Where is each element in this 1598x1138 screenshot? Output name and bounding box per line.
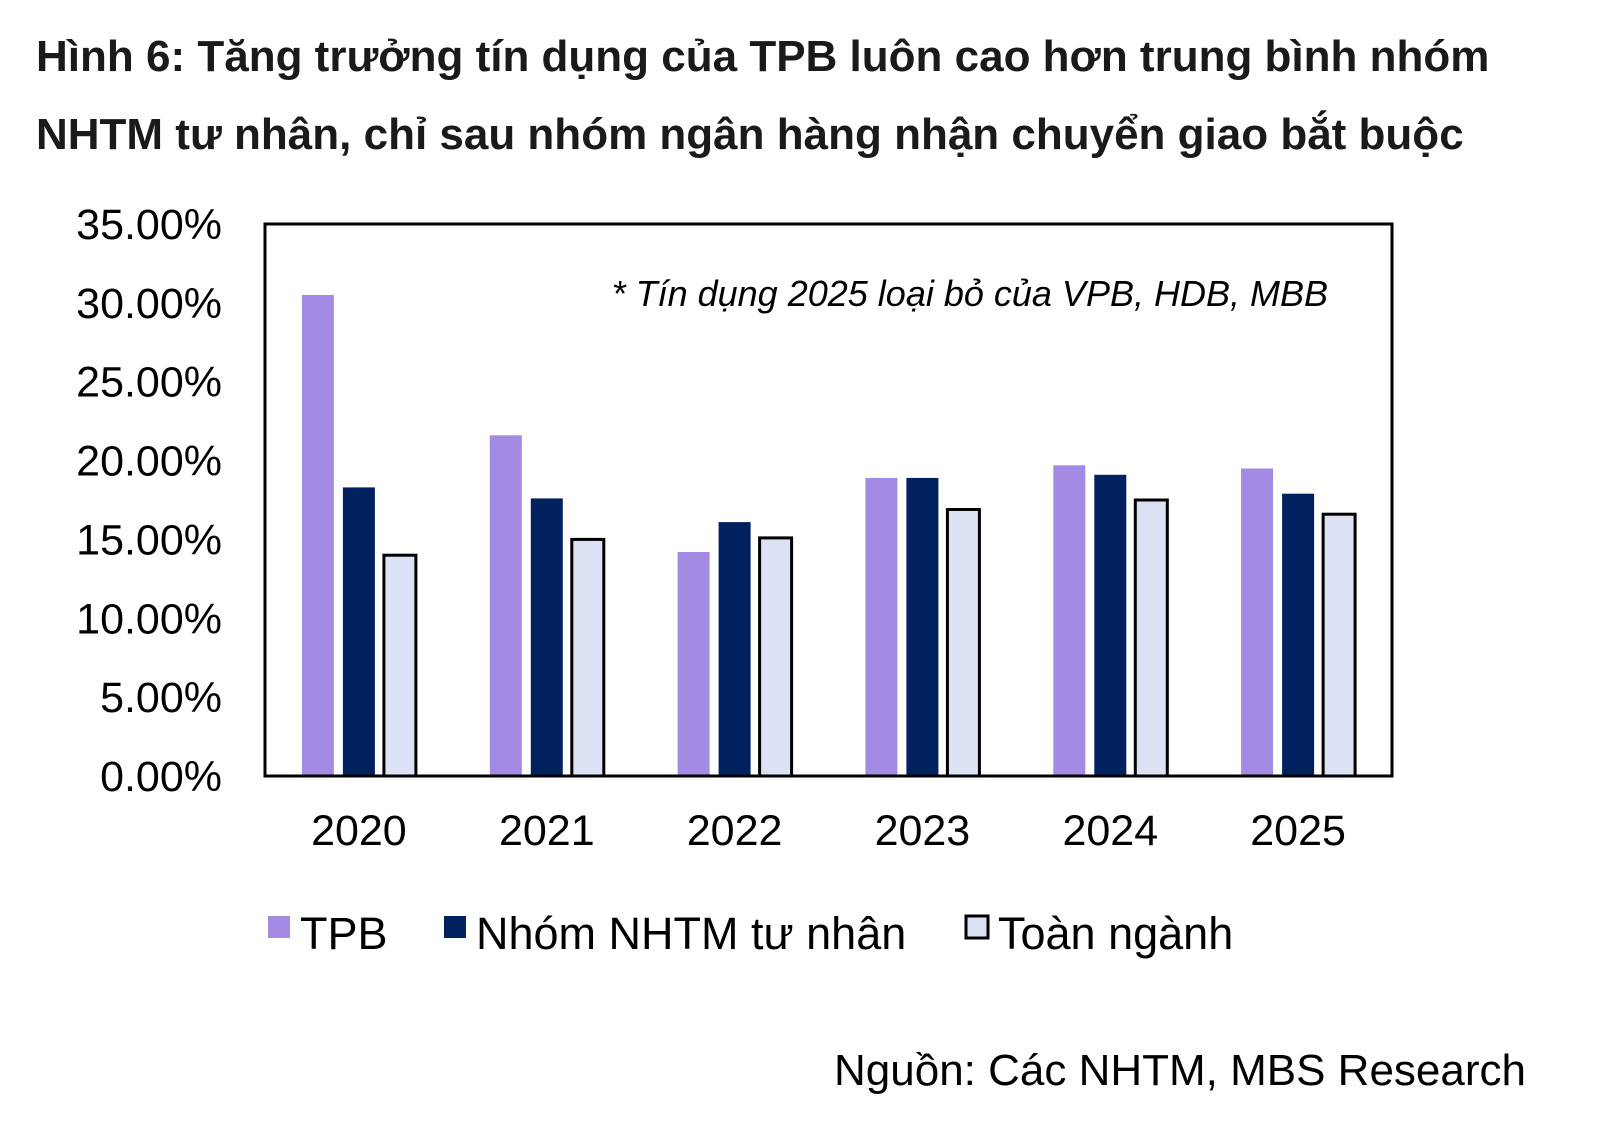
y-tick-label: 25.00% [76,359,222,407]
legend-swatch-nhóm-nhtm-tư-nhân [444,916,466,938]
x-tick-label: 2020 [311,807,407,855]
figure-label: Hình 6: [36,32,186,81]
x-tick-label: 2023 [875,807,971,855]
legend-swatch-tpb [268,916,290,938]
source-note: Nguồn: Các NHTM, MBS Research [834,1046,1526,1095]
legend-label: Toàn ngành [998,908,1233,959]
bar-toàn-ngành-2023 [945,508,981,778]
bar-toàn-ngành-2025 [1321,512,1357,778]
y-axis-ticks: 0.00% 5.00% 10.00% 15.00% 20.00% 25.00% 30.00%… [76,201,222,801]
bar-tpb-2022 [677,552,710,776]
plot-frame [263,222,1394,778]
x-tick-label: 2025 [1250,807,1346,855]
legend-label: Nhóm NHTM tư nhân [476,908,906,959]
y-tick-label: 10.00% [76,595,222,643]
x-tick-label: 2024 [1062,807,1158,855]
bar-tpb-2025 [1241,468,1274,776]
y-tick-label: 30.00% [76,280,222,328]
bar-nhóm-nhtm-tư-nhân-2020 [342,487,375,776]
bar-toàn-ngành-2020 [382,553,418,778]
bar-tpb-2021 [489,435,522,776]
y-tick-label: 15.00% [76,516,222,564]
y-tick-label: 5.00% [100,674,222,722]
y-tick-label: 0.00% [100,753,222,801]
bar-nhóm-nhtm-tư-nhân-2021 [530,498,563,776]
chart-title: Hình 6: Tăng trưởng tín dụng của TPB luô… [36,18,1576,174]
bar-tpb-2023 [865,477,898,776]
bar-nhóm-nhtm-tư-nhân-2024 [1094,474,1127,776]
bar-tpb-2020 [301,295,334,776]
chart-annotation: * Tín dụng 2025 loại bỏ của VPB, HDB, MB… [612,273,1328,314]
x-tick-label: 2021 [499,807,595,855]
bar-nhóm-nhtm-tư-nhân-2023 [906,477,939,776]
x-axis-ticks: 2020 2021 2022 2023 2024 2025 [311,807,1346,855]
bar-toàn-ngành-2021 [570,537,606,778]
bar-toàn-ngành-2022 [758,536,794,778]
bar-nhóm-nhtm-tư-nhân-2025 [1282,493,1315,776]
bars-group [301,295,1357,778]
figure-title: Tăng trưởng tín dụng của TPB luôn cao hơ… [36,32,1490,159]
bar-tpb-2024 [1053,465,1086,776]
legend-label: TPB [300,908,388,959]
y-tick-label: 20.00% [76,438,222,486]
bar-nhóm-nhtm-tư-nhân-2022 [718,522,751,776]
x-tick-label: 2022 [687,807,783,855]
y-tick-label: 35.00% [76,201,222,249]
legend-swatch-toàn-ngành [964,914,990,940]
bar-toàn-ngành-2024 [1133,498,1169,778]
legend: TPB Nhóm NHTM tư nhân Toàn ngành [268,908,1233,959]
